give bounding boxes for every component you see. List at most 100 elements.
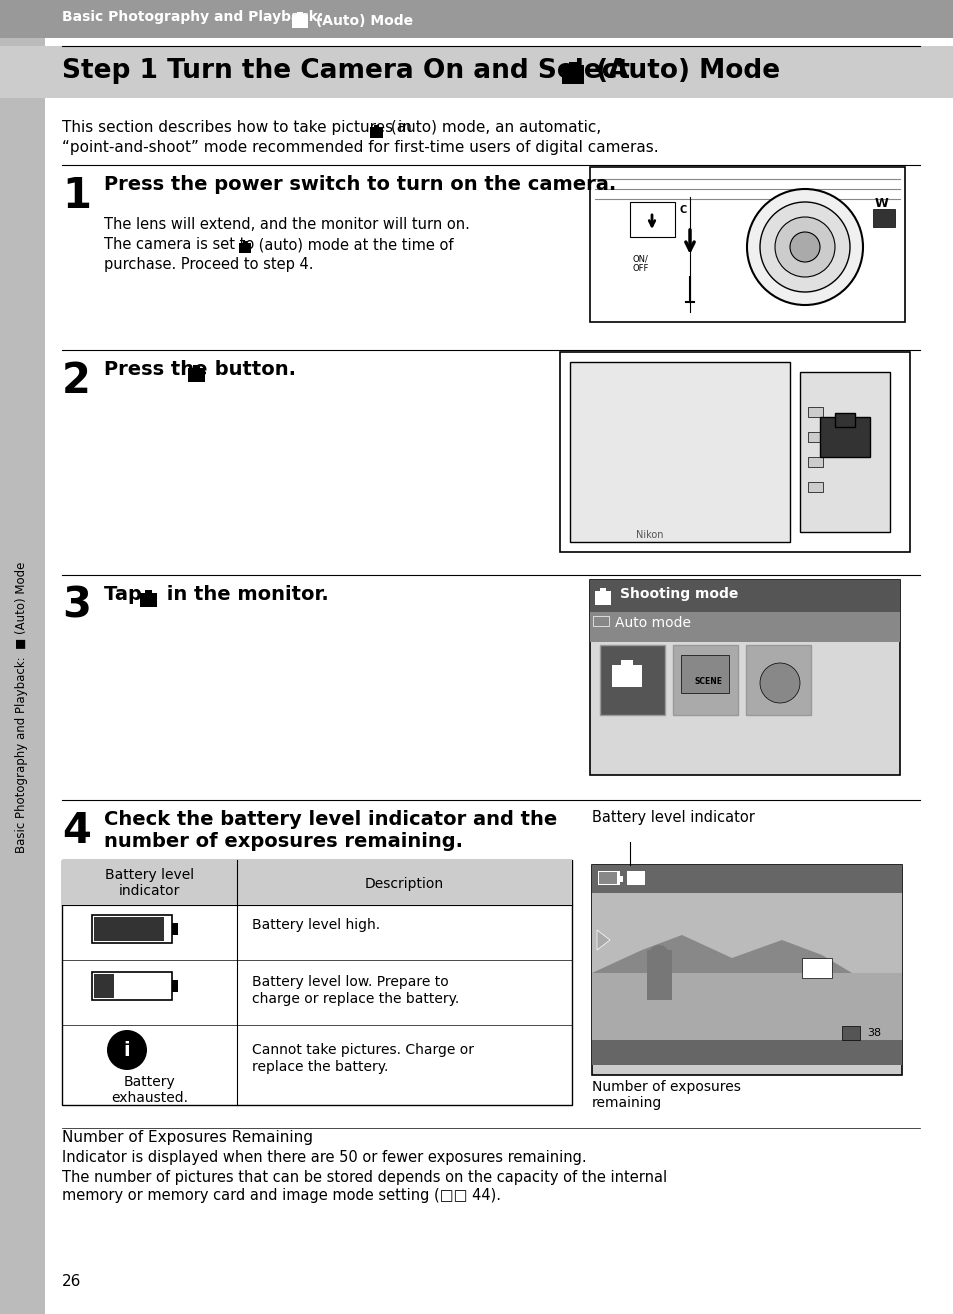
Text: This section describes how to take pictures in: This section describes how to take pictu…	[62, 120, 416, 135]
Text: Battery
exhausted.: Battery exhausted.	[111, 1075, 188, 1105]
Text: Number of Exposures Remaining: Number of Exposures Remaining	[62, 1130, 313, 1144]
Bar	[612, 665, 641, 687]
Text: purchase. Proceed to step 4.: purchase. Proceed to step 4.	[104, 258, 314, 272]
Bar	[239, 243, 251, 254]
Bar	[834, 413, 854, 427]
Text: Battery level indicator: Battery level indicator	[592, 809, 754, 825]
Text: Description: Description	[365, 876, 443, 891]
Bar	[589, 579, 899, 612]
Bar	[296, 12, 303, 17]
Bar	[94, 917, 164, 941]
Bar	[592, 972, 901, 1039]
Bar	[807, 407, 822, 417]
Bar	[619, 876, 622, 882]
Bar	[62, 859, 572, 905]
Text: Cannot take pictures. Charge or: Cannot take pictures. Charge or	[252, 1043, 474, 1056]
Text: 4: 4	[62, 809, 91, 851]
Text: Auto mode: Auto mode	[615, 616, 690, 629]
Text: W: W	[874, 197, 888, 210]
Bar	[0, 0, 953, 38]
Bar	[589, 579, 899, 775]
Text: SCENE: SCENE	[695, 677, 722, 686]
Bar	[592, 894, 901, 972]
Bar	[592, 865, 901, 1075]
Text: Nikon: Nikon	[636, 530, 663, 540]
Bar	[0, 46, 953, 99]
Text: memory or memory card and image mode setting (□□ 44).: memory or memory card and image mode set…	[62, 1188, 500, 1204]
Text: The number of pictures that can be stored depends on the capacity of the interna: The number of pictures that can be store…	[62, 1169, 666, 1185]
Bar	[626, 871, 644, 886]
Text: Check the battery level indicator and the: Check the battery level indicator and th…	[104, 809, 557, 829]
Bar	[629, 202, 675, 237]
Bar	[745, 645, 810, 715]
Text: 38: 38	[866, 1028, 881, 1038]
Text: The lens will extend, and the monitor will turn on.: The lens will extend, and the monitor wi…	[104, 217, 470, 233]
Bar	[62, 859, 572, 1105]
Text: Basic Photography and Playback:  ■ (Auto) Mode: Basic Photography and Playback: ■ (Auto)…	[15, 561, 29, 853]
Text: Number of exposures
remaining: Number of exposures remaining	[592, 1080, 740, 1110]
Text: C: C	[679, 205, 686, 215]
Bar	[592, 865, 901, 894]
Bar	[672, 645, 738, 715]
Bar	[140, 593, 157, 607]
Bar	[589, 612, 899, 643]
Circle shape	[789, 233, 820, 261]
Bar	[595, 591, 610, 604]
Bar	[599, 587, 605, 593]
Bar	[807, 482, 822, 491]
Bar	[292, 14, 308, 28]
Bar	[598, 871, 619, 886]
Bar	[94, 974, 113, 999]
Bar	[841, 1026, 859, 1039]
Bar	[592, 1039, 901, 1066]
Text: Step 1 Turn the Camera On and Select: Step 1 Turn the Camera On and Select	[62, 58, 639, 84]
Text: replace the battery.: replace the battery.	[252, 1060, 388, 1074]
Circle shape	[760, 202, 849, 292]
Bar	[91, 915, 172, 943]
Text: Basic Photography and Playback:: Basic Photography and Playback:	[62, 11, 328, 24]
Text: button.: button.	[208, 360, 295, 378]
Text: Indicator is displayed when there are 50 or fewer exposures remaining.: Indicator is displayed when there are 50…	[62, 1150, 586, 1166]
Bar	[620, 660, 633, 669]
Text: (auto) mode at the time of: (auto) mode at the time of	[253, 237, 453, 252]
Text: “point-and-shoot” mode recommended for first-time users of digital cameras.: “point-and-shoot” mode recommended for f…	[62, 141, 658, 155]
Bar	[800, 372, 889, 532]
Bar	[593, 616, 608, 625]
Bar	[589, 167, 904, 322]
Circle shape	[774, 217, 834, 277]
Text: Shooting mode: Shooting mode	[619, 587, 738, 600]
Text: Battery level
indicator: Battery level indicator	[105, 869, 193, 899]
Text: Press the: Press the	[104, 360, 214, 378]
Bar	[145, 590, 152, 595]
Text: in the monitor.: in the monitor.	[160, 585, 329, 604]
Bar	[172, 980, 178, 992]
Bar	[680, 654, 728, 692]
Bar	[561, 64, 583, 84]
Text: (Auto) Mode: (Auto) Mode	[311, 14, 413, 28]
Bar	[872, 209, 894, 227]
Polygon shape	[597, 930, 609, 950]
Bar	[0, 0, 45, 1314]
Text: Press the power switch to turn on the camera.: Press the power switch to turn on the ca…	[104, 175, 616, 194]
Bar	[91, 972, 172, 1000]
Bar	[243, 240, 247, 244]
Bar	[807, 432, 822, 442]
Bar	[188, 368, 205, 382]
Bar	[599, 645, 664, 715]
Text: 3: 3	[62, 585, 91, 627]
Text: The camera is set to: The camera is set to	[104, 237, 258, 252]
Text: Battery level high.: Battery level high.	[252, 918, 379, 932]
Polygon shape	[592, 936, 901, 972]
Circle shape	[107, 1030, 147, 1070]
Text: ON/
OFF: ON/ OFF	[633, 254, 649, 273]
Bar	[820, 417, 869, 457]
Bar	[568, 62, 577, 70]
Text: (Auto) Mode: (Auto) Mode	[586, 58, 780, 84]
Bar	[374, 125, 378, 129]
Text: number of exposures remaining.: number of exposures remaining.	[104, 832, 462, 851]
Bar	[193, 365, 200, 371]
Circle shape	[648, 945, 668, 964]
Text: Tap: Tap	[104, 585, 149, 604]
Bar	[172, 922, 178, 936]
Text: charge or replace the battery.: charge or replace the battery.	[252, 992, 458, 1007]
